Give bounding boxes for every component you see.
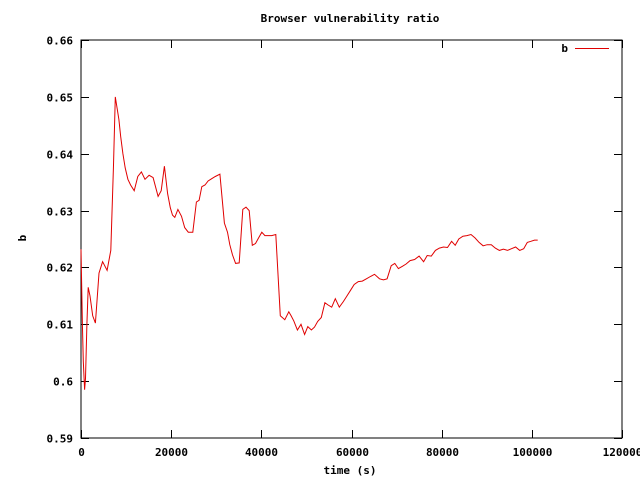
x-tick-label: 120000 — [603, 446, 640, 459]
y-tick-label: 0.66 — [47, 35, 74, 48]
x-tick-label: 0 — [78, 446, 85, 459]
x-axis-label: time (s) — [324, 464, 377, 477]
legend: b — [561, 42, 609, 55]
y-axis-label: b — [16, 234, 29, 241]
y-tick-label: 0.59 — [47, 433, 74, 446]
series-line-b — [80, 96, 538, 390]
x-tick-label: 80000 — [426, 446, 459, 459]
plot-frame — [80, 39, 623, 439]
chart-title: Browser vulnerability ratio — [261, 12, 440, 25]
y-tick-label: 0.65 — [47, 92, 74, 105]
legend-label: b — [561, 42, 568, 55]
axes: 0.59 0.6 0.61 0.62 0.63 0.64 0.65 0.66 0 20000 400… — [47, 35, 640, 460]
x-tick-label: 40000 — [245, 446, 278, 459]
y-tick-label: 0.6 — [53, 376, 73, 389]
x-tick-label: 20000 — [155, 446, 188, 459]
plot-area — [80, 96, 538, 390]
y-tick-label: 0.63 — [47, 206, 74, 219]
x-tick-label: 60000 — [336, 446, 369, 459]
x-tick-label: 100000 — [513, 446, 553, 459]
y-tick-label: 0.64 — [47, 149, 74, 162]
y-tick-label: 0.62 — [47, 262, 74, 275]
y-tick-label: 0.61 — [47, 319, 74, 332]
